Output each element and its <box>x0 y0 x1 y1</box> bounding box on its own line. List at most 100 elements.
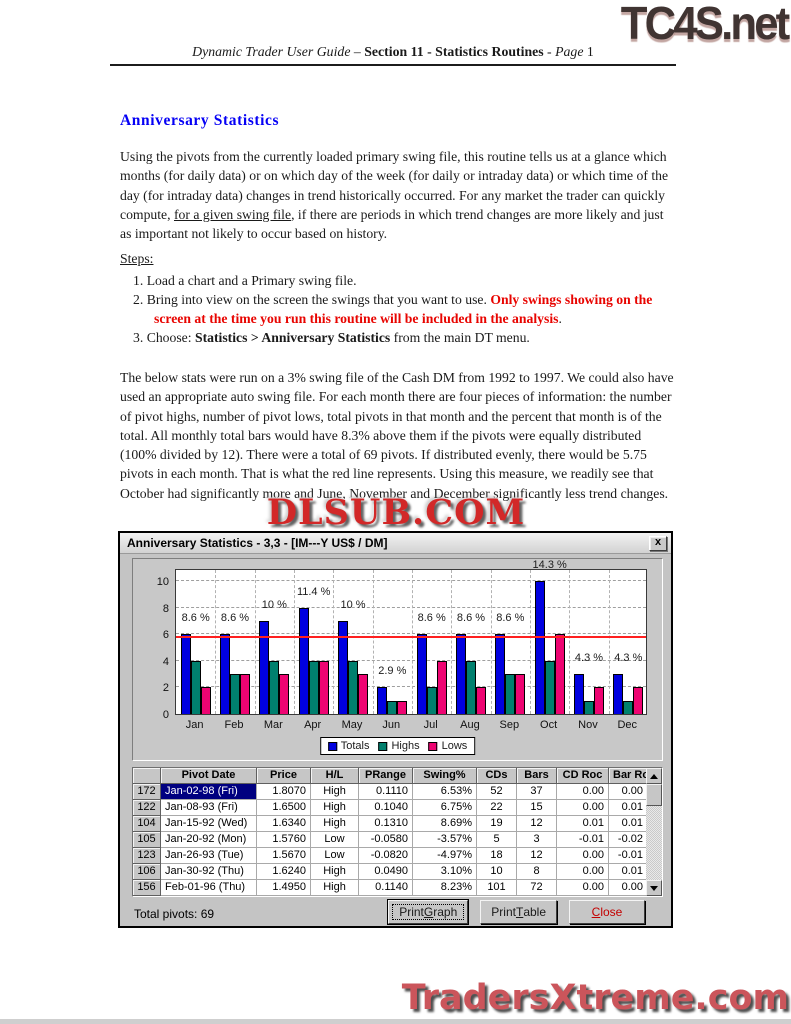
table-cell[interactable]: Feb-01-96 (Thu) <box>161 880 257 896</box>
column-header-bar-roc[interactable]: Bar Roc <box>609 768 648 784</box>
row-number[interactable]: 123 <box>133 848 161 864</box>
row-number[interactable]: 172 <box>133 784 161 800</box>
scroll-up-icon[interactable] <box>646 768 662 784</box>
table-cell[interactable]: 8.23% <box>413 880 477 896</box>
table-cell[interactable]: 0.01 <box>609 816 648 832</box>
table-cell[interactable]: 12 <box>517 848 557 864</box>
table-cell[interactable]: Jan-15-92 (Wed) <box>161 816 257 832</box>
x-gridline <box>215 570 217 714</box>
table-cell[interactable]: Jan-20-92 (Mon) <box>161 832 257 848</box>
scrollbar-thumb[interactable] <box>646 784 662 806</box>
table-cell[interactable]: 18 <box>477 848 517 864</box>
page-header: Dynamic Trader User Guide – Section 11 -… <box>110 44 676 60</box>
table-cell[interactable]: 3.10% <box>413 864 477 880</box>
table-cell[interactable]: -0.01 <box>557 832 609 848</box>
table-cell[interactable]: 0.01 <box>609 864 648 880</box>
table-cell[interactable]: 0.00 <box>557 800 609 816</box>
column-header-blank[interactable] <box>133 768 161 784</box>
column-header-prange[interactable]: PRange <box>359 768 413 784</box>
header-page-number: 1 <box>583 44 594 59</box>
table-cell[interactable]: Jan-26-93 (Tue) <box>161 848 257 864</box>
table-cell[interactable]: 101 <box>477 880 517 896</box>
column-header-cds[interactable]: CDs <box>477 768 517 784</box>
table-cell[interactable]: 0.01 <box>609 800 648 816</box>
bar-lows-jul <box>436 660 447 714</box>
month-label-apr: Apr <box>304 719 322 731</box>
table-cell[interactable]: -3.57% <box>413 832 477 848</box>
table-cell[interactable]: 8.69% <box>413 816 477 832</box>
bar-lows-may <box>357 674 368 714</box>
table-cell[interactable]: 0.00 <box>609 880 648 896</box>
table-cell[interactable]: 1.5760 <box>257 832 311 848</box>
bar-highs-jul <box>426 687 437 714</box>
table-cell[interactable]: Low <box>311 832 359 848</box>
row-number[interactable]: 105 <box>133 832 161 848</box>
window-title: Anniversary Statistics - 3,3 - [IM---Y U… <box>127 536 388 550</box>
table-cell[interactable]: 1.4950 <box>257 880 311 896</box>
table-cell[interactable]: 0.1110 <box>359 784 413 800</box>
table-cell[interactable]: -0.0580 <box>359 832 413 848</box>
table-cell[interactable]: 0.00 <box>557 848 609 864</box>
table-cell[interactable]: 3 <box>517 832 557 848</box>
table-cell[interactable]: 22 <box>477 800 517 816</box>
table-cell[interactable]: 1.6500 <box>257 800 311 816</box>
table-cell[interactable]: 12 <box>517 816 557 832</box>
table-cell[interactable]: 19 <box>477 816 517 832</box>
table-scrollbar[interactable] <box>646 768 662 896</box>
table-cell[interactable]: High <box>311 800 359 816</box>
table-cell[interactable]: High <box>311 784 359 800</box>
table-cell[interactable]: Jan-02-98 (Fri) <box>161 784 257 800</box>
column-header-pivot-date[interactable]: Pivot Date <box>161 768 257 784</box>
table-cell[interactable]: High <box>311 864 359 880</box>
column-header-bars[interactable]: Bars <box>517 768 557 784</box>
table-cell[interactable]: 0.00 <box>557 784 609 800</box>
row-number[interactable]: 106 <box>133 864 161 880</box>
table-cell[interactable]: 37 <box>517 784 557 800</box>
scroll-down-icon[interactable] <box>646 880 662 896</box>
table-cell[interactable]: -0.01 <box>609 848 648 864</box>
table-cell[interactable]: High <box>311 816 359 832</box>
table-cell[interactable]: 1.6340 <box>257 816 311 832</box>
table-cell[interactable]: 0.00 <box>557 880 609 896</box>
table-cell[interactable]: Jan-30-92 (Thu) <box>161 864 257 880</box>
table-cell[interactable]: 15 <box>517 800 557 816</box>
column-header-cd-roc[interactable]: CD Roc <box>557 768 609 784</box>
table-cell[interactable]: 1.6240 <box>257 864 311 880</box>
table-cell[interactable]: 0.01 <box>557 816 609 832</box>
table-cell[interactable]: Low <box>311 848 359 864</box>
reference-line <box>176 635 646 638</box>
table-cell[interactable]: -4.97% <box>413 848 477 864</box>
row-number[interactable]: 122 <box>133 800 161 816</box>
table-cell[interactable]: 0.0490 <box>359 864 413 880</box>
table-cell[interactable]: 72 <box>517 880 557 896</box>
table-cell[interactable]: 52 <box>477 784 517 800</box>
y-gridline <box>176 659 646 661</box>
table-cell[interactable]: 1.8070 <box>257 784 311 800</box>
table-cell[interactable]: Jan-08-93 (Fri) <box>161 800 257 816</box>
table-cell[interactable]: 0.1310 <box>359 816 413 832</box>
table-cell[interactable]: 0.1140 <box>359 880 413 896</box>
close-icon[interactable]: x <box>649 535 667 551</box>
window-titlebar[interactable]: Anniversary Statistics - 3,3 - [IM---Y U… <box>120 533 671 554</box>
table-cell[interactable]: 6.75% <box>413 800 477 816</box>
table-cell[interactable]: 6.53% <box>413 784 477 800</box>
table-cell[interactable]: 10 <box>477 864 517 880</box>
table-cell[interactable]: 0.1040 <box>359 800 413 816</box>
table-cell[interactable]: 1.5670 <box>257 848 311 864</box>
column-header-h-l[interactable]: H/L <box>311 768 359 784</box>
table-cell[interactable]: 0.00 <box>609 784 648 800</box>
table-cell[interactable]: -0.02 <box>609 832 648 848</box>
table-cell[interactable]: 5 <box>477 832 517 848</box>
table-cell[interactable]: -0.0820 <box>359 848 413 864</box>
column-header-swing-[interactable]: Swing% <box>413 768 477 784</box>
column-header-price[interactable]: Price <box>257 768 311 784</box>
table-cell[interactable]: 8 <box>517 864 557 880</box>
percent-label: 8.6 % <box>181 612 210 625</box>
table-cell[interactable]: High <box>311 880 359 896</box>
row-number[interactable]: 104 <box>133 816 161 832</box>
row-number[interactable]: 156 <box>133 880 161 896</box>
table-cell[interactable]: 0.00 <box>557 864 609 880</box>
